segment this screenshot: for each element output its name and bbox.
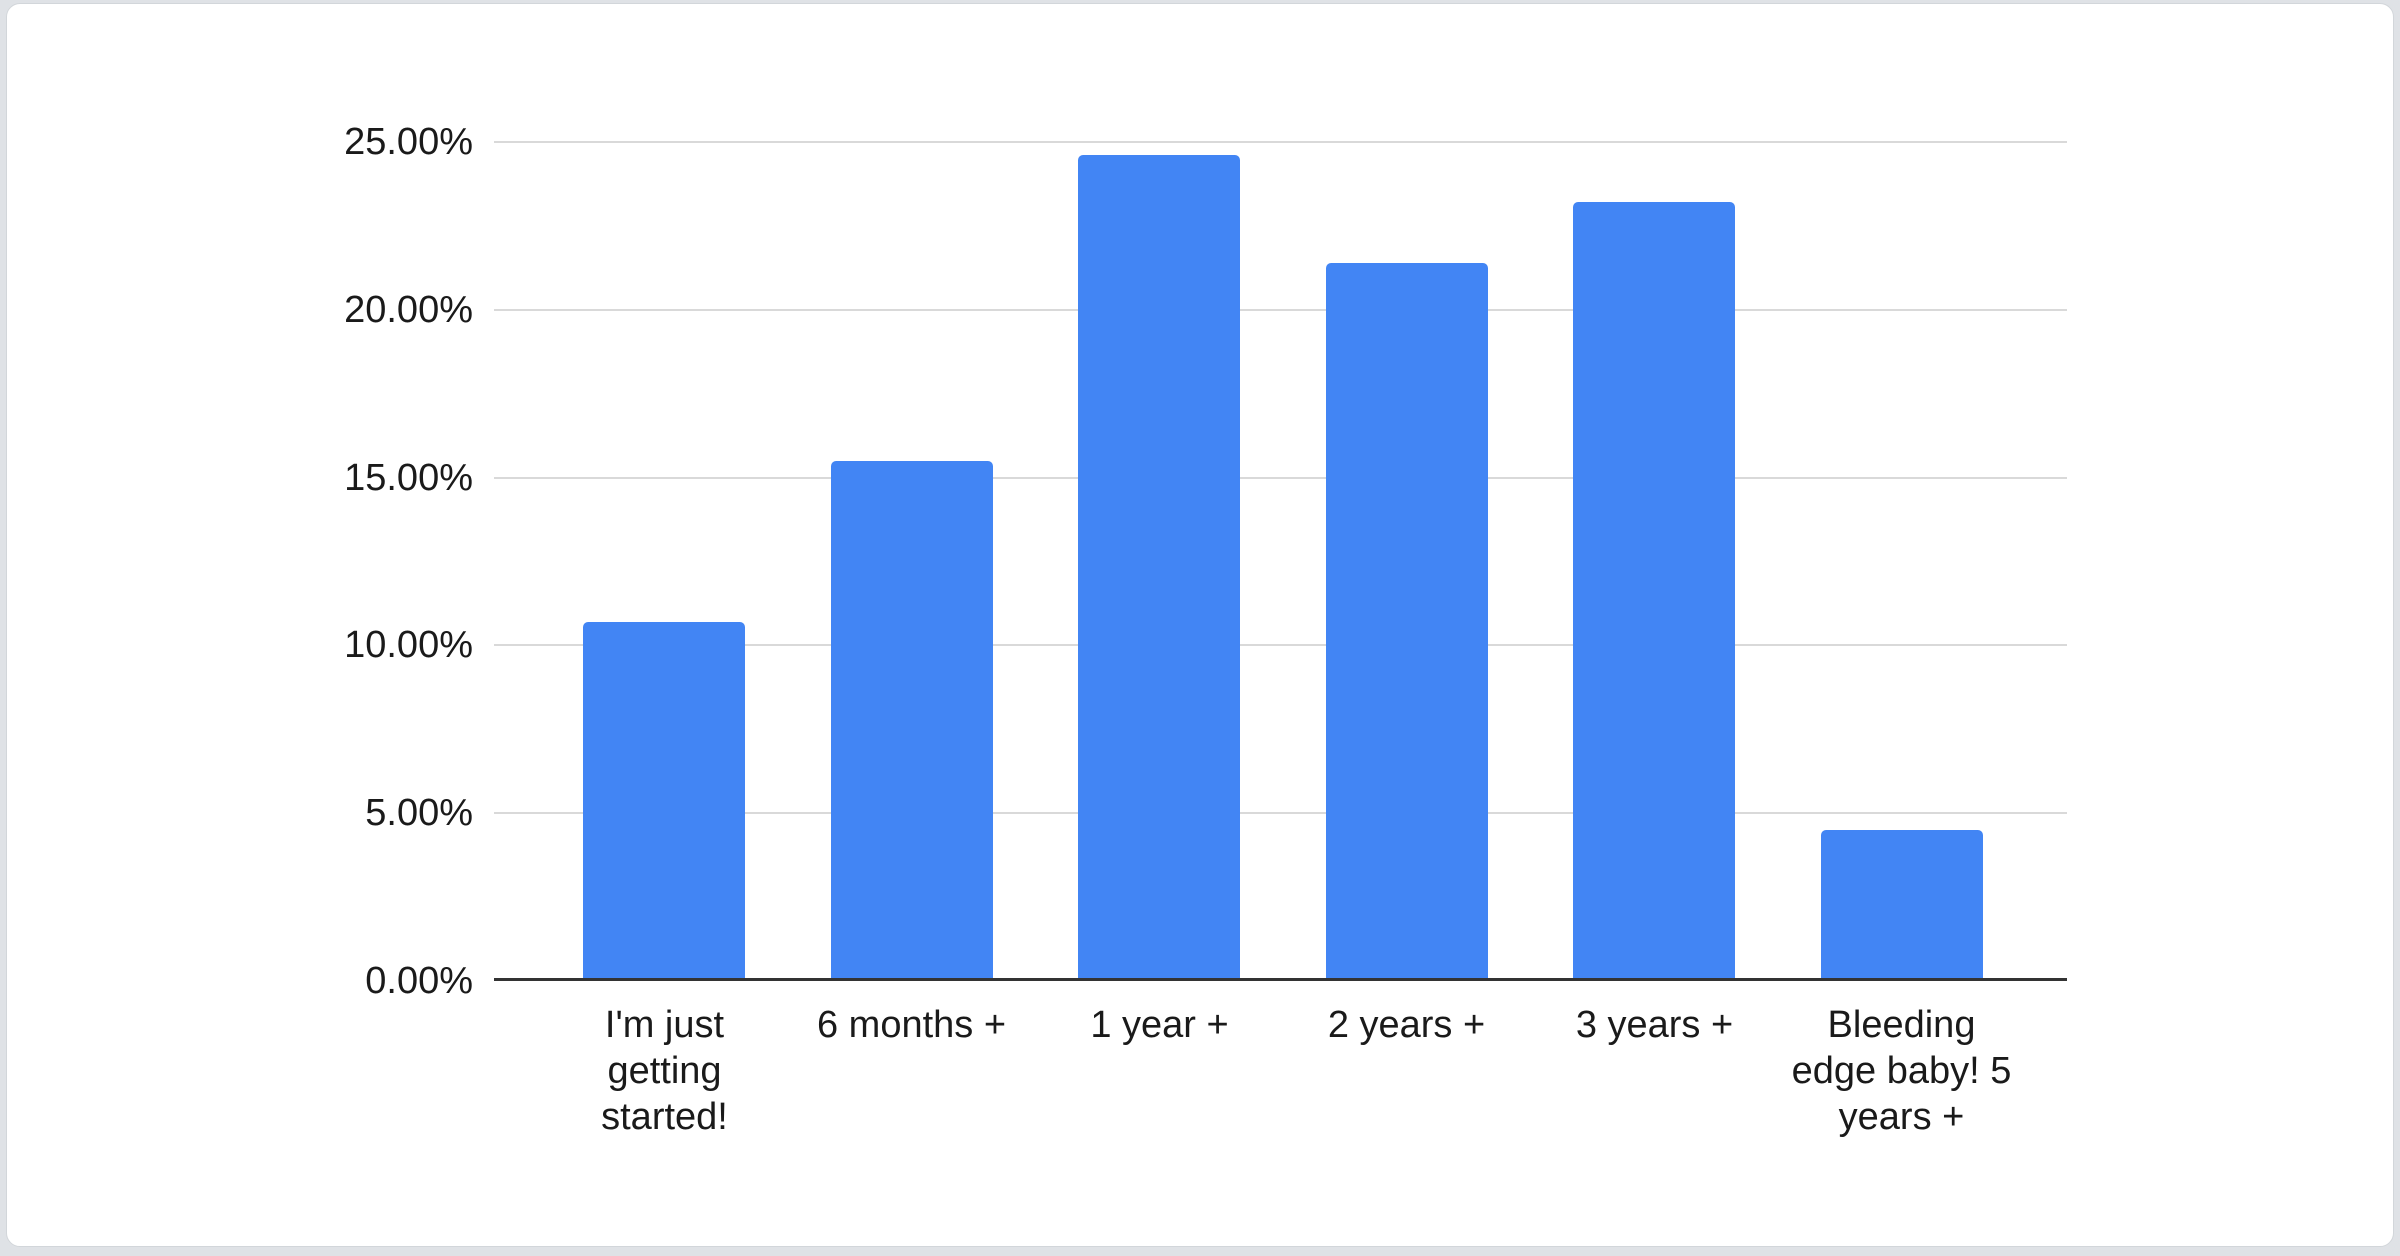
x-axis-tick-label: 6 months + <box>816 1004 1007 1046</box>
x-axis-tick-label: I'm just getting started! <box>601 1004 728 1138</box>
bar-3 <box>1078 155 1240 981</box>
y-axis-tick-label: 15.00% <box>344 457 473 499</box>
gridline-20pct <box>494 309 2067 311</box>
x-axis-tick-label: 2 years + <box>1327 1004 1486 1046</box>
gridline-15pct <box>494 477 2067 479</box>
x-axis-tick-label: 1 year + <box>1090 1004 1229 1046</box>
bar-6 <box>1821 830 1983 981</box>
y-axis-tick-label: 10.00% <box>344 624 473 666</box>
x-axis-tick-label: 3 years + <box>1575 1004 1734 1046</box>
bar-4 <box>1326 263 1488 981</box>
y-axis-tick-label: 25.00% <box>344 121 473 163</box>
y-axis-tick-label: 20.00% <box>344 289 473 331</box>
gridline-25pct <box>494 141 2067 143</box>
bar-5 <box>1573 202 1735 981</box>
bar-1 <box>583 622 745 981</box>
gridline-5pct <box>494 812 2067 814</box>
gridline-10pct <box>494 644 2067 646</box>
y-axis-tick-label: 5.00% <box>365 792 473 834</box>
y-axis-tick-label: 0.00% <box>365 960 473 1002</box>
x-axis-tick-label: Bleeding edge baby! 5 years + <box>1791 1004 2012 1138</box>
bar-2 <box>831 461 993 981</box>
x-axis-line <box>494 978 2067 981</box>
